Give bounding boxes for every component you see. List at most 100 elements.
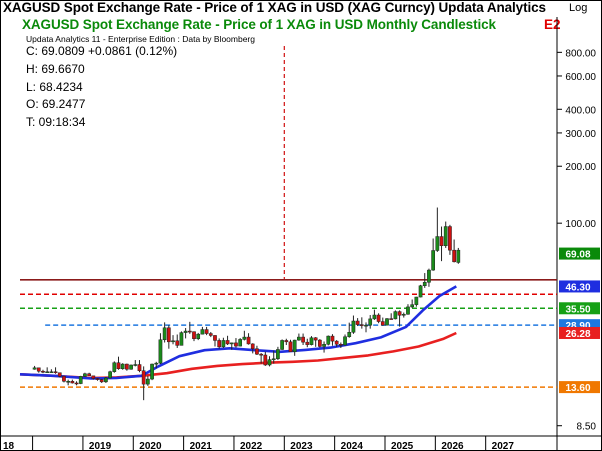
candle-body — [162, 327, 167, 341]
candle — [343, 334, 347, 346]
candle-body — [49, 371, 54, 373]
x-tick-label: 2024 — [341, 441, 364, 451]
candle-body — [146, 378, 150, 385]
candle-body — [259, 353, 263, 356]
candle — [355, 318, 360, 327]
x-tick-label: 18 — [3, 441, 15, 451]
candle — [334, 340, 339, 347]
candle-body — [208, 333, 213, 336]
candle-body — [57, 372, 62, 377]
candle-body — [192, 331, 196, 339]
candle-body — [305, 341, 310, 345]
candle — [87, 372, 91, 377]
candle — [351, 315, 356, 334]
candle-body — [133, 364, 138, 366]
x-tick-label: 2020 — [139, 441, 162, 451]
candle — [259, 352, 263, 364]
candle-body — [36, 367, 41, 372]
candle — [204, 326, 209, 336]
candle-body — [221, 340, 226, 348]
candle-body — [129, 364, 133, 370]
candle-body — [70, 381, 75, 384]
candle-body — [175, 340, 180, 346]
candle — [91, 375, 96, 380]
candle-body — [443, 226, 448, 246]
log-scale-label[interactable]: Log — [569, 2, 588, 14]
candle — [166, 325, 171, 349]
candle — [32, 365, 37, 370]
candle — [326, 335, 331, 346]
candle — [179, 331, 184, 346]
candle — [192, 331, 196, 342]
chart-title: XAGUSD Spot Exchange Rate - Price of 1 X… — [3, 0, 546, 15]
candle — [401, 312, 406, 318]
x-tick-label: 2019 — [89, 441, 112, 451]
candle — [234, 338, 238, 348]
candle — [125, 363, 129, 371]
candle-body — [351, 320, 356, 333]
price-tag-bg — [559, 326, 600, 339]
level-tag-label: 28.90 — [565, 321, 590, 332]
ohlc-open: O: 69.2477 — [26, 97, 86, 111]
window-header: XAGUSD Spot Exchange Rate - Price of 1 X… — [0, 0, 602, 17]
candle — [397, 310, 402, 327]
candle-body — [427, 269, 431, 283]
x-tick-label: 2026 — [441, 441, 464, 451]
candle — [452, 239, 456, 263]
candle — [380, 317, 385, 326]
candle-body — [171, 340, 175, 343]
candle — [66, 379, 70, 386]
candle — [435, 207, 440, 252]
candle-body — [322, 344, 326, 347]
candle-body — [301, 336, 305, 343]
y-tick-label: 300.00 — [565, 129, 596, 140]
candle-body — [246, 336, 251, 345]
candle-body — [250, 343, 255, 349]
candle-body — [99, 379, 104, 383]
candle-body — [326, 335, 331, 345]
candle — [183, 328, 188, 339]
price-tag-label: 69.08 — [565, 250, 590, 261]
candle-body — [229, 342, 234, 345]
candle — [443, 221, 448, 248]
candle — [418, 284, 423, 298]
candle-body — [334, 340, 339, 345]
price-tag-bg — [559, 280, 600, 293]
y-tick-label: 200.00 — [565, 162, 596, 173]
candle — [116, 356, 121, 370]
candle — [62, 375, 66, 383]
candle — [439, 226, 444, 262]
candle — [108, 370, 112, 379]
candle — [53, 367, 58, 374]
candle-body — [292, 339, 297, 353]
candle — [410, 299, 415, 309]
candle — [359, 317, 364, 329]
candle — [305, 338, 310, 348]
candle-body — [338, 344, 343, 346]
candle — [41, 369, 45, 374]
y-tick-label: 8.50 — [577, 422, 597, 433]
candle-body — [74, 382, 79, 385]
candle-body — [200, 329, 205, 335]
candle-body — [137, 364, 142, 371]
candle — [213, 335, 217, 347]
candle-body — [376, 314, 381, 322]
y-tick-label: 800.00 — [565, 48, 596, 59]
candle-body — [385, 318, 389, 326]
candle-body — [368, 318, 373, 326]
candle-body — [452, 249, 456, 263]
candle — [263, 351, 268, 366]
candle-body — [83, 373, 87, 377]
candle — [376, 313, 381, 324]
candle — [70, 379, 75, 384]
chart-subtitle: XAGUSD Spot Exchange Rate - Price of 1 X… — [22, 17, 496, 32]
candle — [414, 296, 419, 307]
candle-body — [271, 358, 276, 361]
candle — [36, 367, 41, 373]
candle — [284, 338, 289, 346]
y-tick-label: 400.00 — [565, 105, 596, 116]
candle-body — [401, 314, 406, 316]
candle — [217, 338, 222, 349]
